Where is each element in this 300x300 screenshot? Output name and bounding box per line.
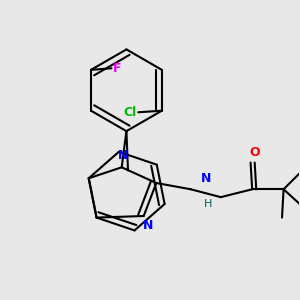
Text: Cl: Cl <box>123 106 137 119</box>
Text: O: O <box>249 146 260 159</box>
Text: H: H <box>204 199 212 209</box>
Text: N: N <box>201 172 211 185</box>
Text: N: N <box>118 148 128 162</box>
Text: N: N <box>143 219 154 232</box>
Text: F: F <box>112 62 121 75</box>
